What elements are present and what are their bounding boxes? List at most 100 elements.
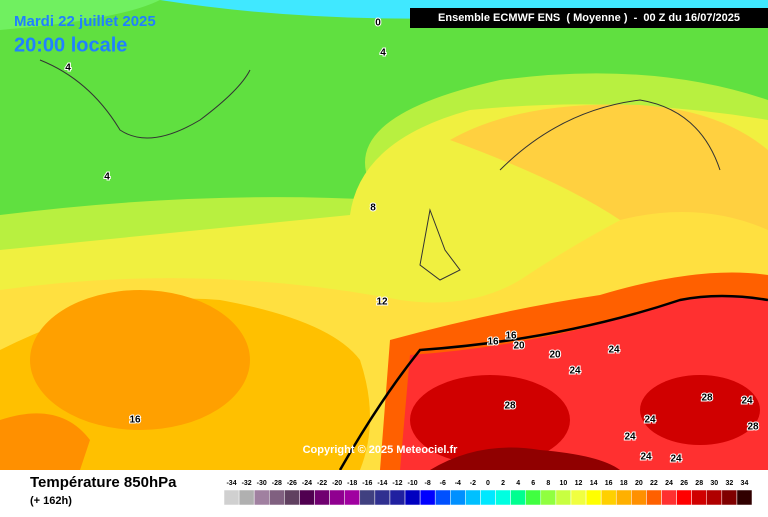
contour-label: 24 — [608, 345, 620, 356]
legend-swatch — [691, 489, 707, 506]
legend-swatch — [374, 489, 391, 506]
legend-swatch — [676, 489, 692, 506]
contour-label: 16 — [505, 331, 517, 342]
legend-label: -14 — [377, 480, 387, 487]
legend-label: 26 — [680, 480, 688, 487]
contour-label: 24 — [640, 452, 652, 463]
date: Mardi 22 juillet 2025 — [14, 13, 156, 30]
legend-swatch — [540, 489, 557, 506]
legend-swatch — [495, 489, 511, 506]
legend-label: -2 — [470, 480, 476, 487]
map — [0, 0, 768, 471]
contour-label: 4 — [104, 172, 110, 183]
legend-label: -24 — [302, 480, 312, 487]
contour-label: 28 — [504, 401, 516, 412]
legend-label: 6 — [531, 480, 535, 487]
legend-label: 0 — [486, 480, 490, 487]
legend-swatch — [223, 489, 240, 506]
legend-swatch — [465, 489, 481, 506]
legend-label: -34 — [226, 480, 236, 487]
contour-label: 12 — [376, 297, 388, 308]
contour-label: 28 — [701, 393, 713, 404]
legend-label: 24 — [665, 480, 673, 487]
lead-time: (+ 162h) — [30, 495, 72, 507]
contour-label: 0 — [375, 18, 381, 29]
legend-swatch — [555, 489, 572, 506]
legend-swatch — [329, 489, 345, 506]
legend-swatch — [736, 489, 753, 506]
legend-swatch — [253, 489, 270, 506]
legend: -34 -32 -30 -28 -26 -24 -22 -20 -18 -16 -14 -12 -10-… — [223, 480, 753, 506]
contour-label: 24 — [670, 454, 682, 465]
legend-swatch — [419, 489, 436, 506]
legend-label: -20 — [332, 480, 342, 487]
legend-swatch — [434, 489, 451, 506]
legend-swatch — [359, 489, 376, 506]
legend-label: 22 — [650, 480, 658, 487]
legend-swatch — [299, 489, 315, 506]
legend-swatch — [706, 489, 723, 506]
legend-label: 12 — [575, 480, 583, 487]
legend-swatch — [510, 489, 526, 506]
legend-label: -16 — [362, 480, 372, 487]
legend-label: -30 — [257, 480, 267, 487]
legend-swatch — [344, 489, 361, 506]
model-run: Ensemble ECMWF ENS ( Moyenne ) - 00 Z du… — [438, 12, 740, 24]
legend-swatch — [525, 489, 542, 506]
legend-swatch — [284, 489, 300, 506]
legend-swatch — [314, 489, 330, 506]
legend-label: 18 — [620, 480, 628, 487]
contour-label: 20 — [549, 350, 561, 361]
contour-label: 24 — [569, 366, 581, 377]
contour-label: 4 — [65, 63, 71, 74]
legend-label: 30 — [710, 480, 718, 487]
variable: Température 850hPa — [30, 474, 177, 491]
legend-label: 28 — [695, 480, 703, 487]
contour-label: 24 — [741, 396, 753, 407]
legend-label: 14 — [590, 480, 598, 487]
legend-label: -26 — [287, 480, 297, 487]
legend-label: 20 — [635, 480, 643, 487]
legend-swatch — [661, 489, 677, 506]
time: 20:00 locale — [14, 34, 127, 56]
legend-swatch — [721, 489, 738, 506]
contour-label: 4 — [380, 48, 386, 59]
legend-label: 32 — [725, 480, 733, 487]
legend-swatch — [404, 489, 421, 506]
legend-label: -10 — [408, 480, 418, 487]
legend-swatch — [480, 489, 496, 506]
legend-label: 10 — [560, 480, 568, 487]
legend-label: 34 — [741, 480, 749, 487]
legend-label: 4 — [516, 480, 520, 487]
legend-swatch — [646, 489, 662, 506]
legend-swatch — [269, 489, 285, 506]
contour-label: 8 — [370, 203, 376, 214]
contour-label: 24 — [624, 432, 636, 443]
legend-swatch — [615, 489, 632, 506]
contour-label: 16 — [487, 337, 499, 348]
contour-label: 16 — [129, 415, 141, 426]
legend-swatch — [238, 489, 255, 506]
legend-swatch — [389, 489, 406, 506]
legend-swatch — [570, 489, 587, 506]
legend-swatch — [600, 489, 617, 506]
legend-label: -8 — [425, 480, 431, 487]
legend-label: 8 — [546, 480, 550, 487]
legend-label: -18 — [347, 480, 357, 487]
legend-label: -12 — [392, 480, 402, 487]
header-box — [410, 8, 768, 28]
copyright: Copyright © 2025 Meteociel.fr — [303, 444, 459, 456]
contour-label: 20 — [513, 341, 525, 352]
contour-label: 28 — [747, 422, 759, 433]
legend-swatch — [450, 489, 466, 506]
legend-label: -4 — [455, 480, 461, 487]
legend-label: 2 — [501, 480, 505, 487]
legend-label: 16 — [605, 480, 613, 487]
legend-label: -32 — [242, 480, 252, 487]
legend-swatch — [631, 489, 647, 506]
legend-label: -6 — [440, 480, 446, 487]
contour-label: 24 — [644, 415, 656, 426]
legend-swatch — [585, 489, 602, 506]
